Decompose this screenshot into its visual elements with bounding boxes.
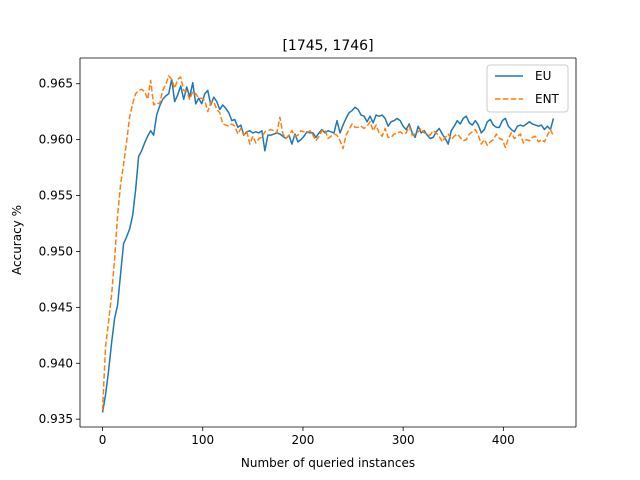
axes [79, 57, 577, 428]
x-tick-label: 300 [392, 433, 415, 447]
y-tick-label: 0.935 [39, 412, 73, 426]
plot-area [101, 75, 555, 413]
x-tick-label: 200 [291, 433, 314, 447]
x-tick-label: 0 [99, 433, 107, 447]
tick-marks: 0 100 200 300 400 0.935 0.940 0.945 0.950 0.955 0.… [39, 77, 515, 447]
series-line-eu [101, 78, 555, 413]
x-axis-label: Number of queried instances [241, 456, 415, 470]
x-tick-label: 400 [492, 433, 515, 447]
series-line-ent [101, 75, 555, 411]
legend-label-eu: EU [535, 69, 551, 83]
y-tick-label: 0.955 [39, 189, 73, 203]
legend: EU ENT [486, 64, 569, 113]
y-tick-label: 0.940 [39, 356, 73, 370]
y-axis-label: Accuracy % [10, 205, 24, 275]
y-tick-label: 0.965 [39, 77, 73, 91]
y-tick-label: 0.960 [39, 133, 73, 147]
chart-title: [1745, 1746] [282, 38, 373, 54]
y-tick-label: 0.950 [39, 244, 73, 258]
legend-label-ent: ENT [535, 92, 560, 106]
x-tick-label: 100 [191, 433, 214, 447]
y-tick-label: 0.945 [39, 300, 73, 314]
